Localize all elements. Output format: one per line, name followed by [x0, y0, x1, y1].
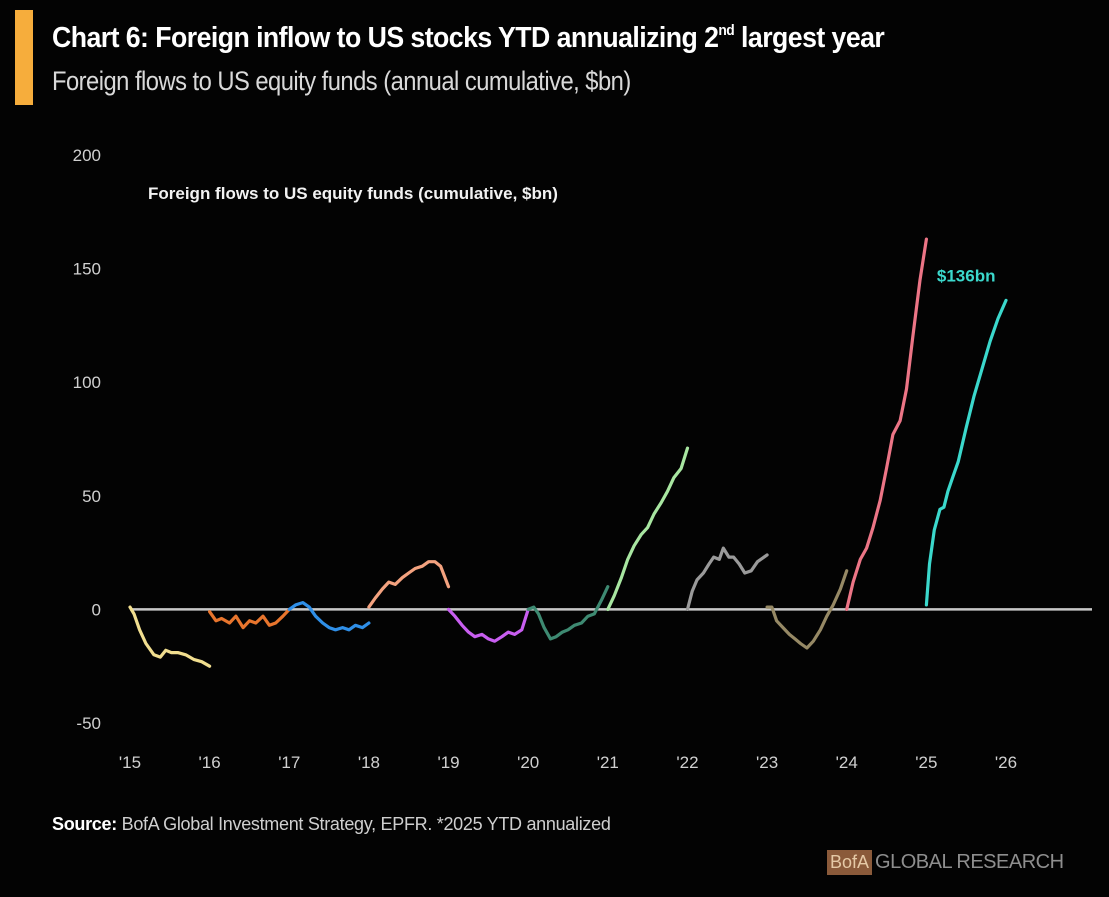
chart-subtitle: Foreign flows to US equity funds (annual…	[52, 66, 631, 96]
series-line-2022	[685, 546, 769, 612]
series-line-2021	[606, 446, 690, 612]
chart-title: Chart 6: Foreign inflow to US stocks YTD…	[52, 22, 885, 55]
brand-logo: BofA GLOBAL RESEARCH	[827, 848, 1064, 876]
series-line-2018	[367, 560, 451, 609]
x-tick-label: '22	[676, 753, 698, 772]
chart-title-superscript: nd	[718, 22, 735, 39]
x-tick-label: '17	[278, 753, 300, 772]
series-line-2023	[765, 569, 849, 650]
x-tick-label: '23	[756, 753, 778, 772]
x-tick-label: '18	[358, 753, 380, 772]
series-line-2024	[845, 237, 929, 612]
series-line-2020	[526, 585, 610, 641]
y-tick-label: 100	[73, 373, 101, 392]
chart-title-tail: largest year	[734, 22, 885, 54]
y-tick-label: -50	[76, 714, 101, 733]
accent-bar	[15, 10, 33, 105]
brand-box: BofA	[827, 849, 873, 875]
source-note: Source: BofA Global Investment Strategy,…	[52, 814, 611, 835]
annotation-label: $136bn	[937, 266, 996, 285]
x-tick-label: '24	[836, 753, 858, 772]
x-tick-label: '25	[915, 753, 937, 772]
annotations: $136bn	[937, 266, 996, 285]
x-tick-label: '20	[517, 753, 539, 772]
series-line-2015	[128, 605, 212, 668]
x-tick-label: '26	[995, 753, 1017, 772]
y-tick-label: 150	[73, 260, 101, 279]
y-tick-label: 0	[92, 600, 101, 619]
series-lines	[128, 237, 1008, 668]
x-axis-ticks: '15 '16 '17 '18 '19 '20 '21 '22 '23 '24 '25 '26	[119, 753, 1017, 772]
x-tick-label: '21	[597, 753, 619, 772]
series-line-2025	[924, 298, 1008, 607]
y-tick-label: 200	[73, 146, 101, 165]
y-axis-ticks: 200 150 100 50 0 -50	[73, 146, 101, 733]
y-tick-label: 50	[82, 487, 101, 506]
inner-chart-title: Foreign flows to US equity funds (cumula…	[148, 184, 558, 203]
source-text: BofA Global Investment Strategy, EPFR. *…	[116, 814, 611, 834]
series-line-2017	[287, 600, 371, 632]
x-tick-label: '15	[119, 753, 141, 772]
series-line-2019	[446, 607, 530, 643]
brand-text: GLOBAL RESEARCH	[875, 850, 1064, 873]
chart-title-main: Chart 6: Foreign inflow to US stocks YTD…	[52, 22, 719, 54]
source-label: Source:	[52, 814, 117, 834]
x-tick-label: '19	[437, 753, 459, 772]
series-line-2016	[208, 607, 291, 630]
x-tick-label: '16	[199, 753, 221, 772]
